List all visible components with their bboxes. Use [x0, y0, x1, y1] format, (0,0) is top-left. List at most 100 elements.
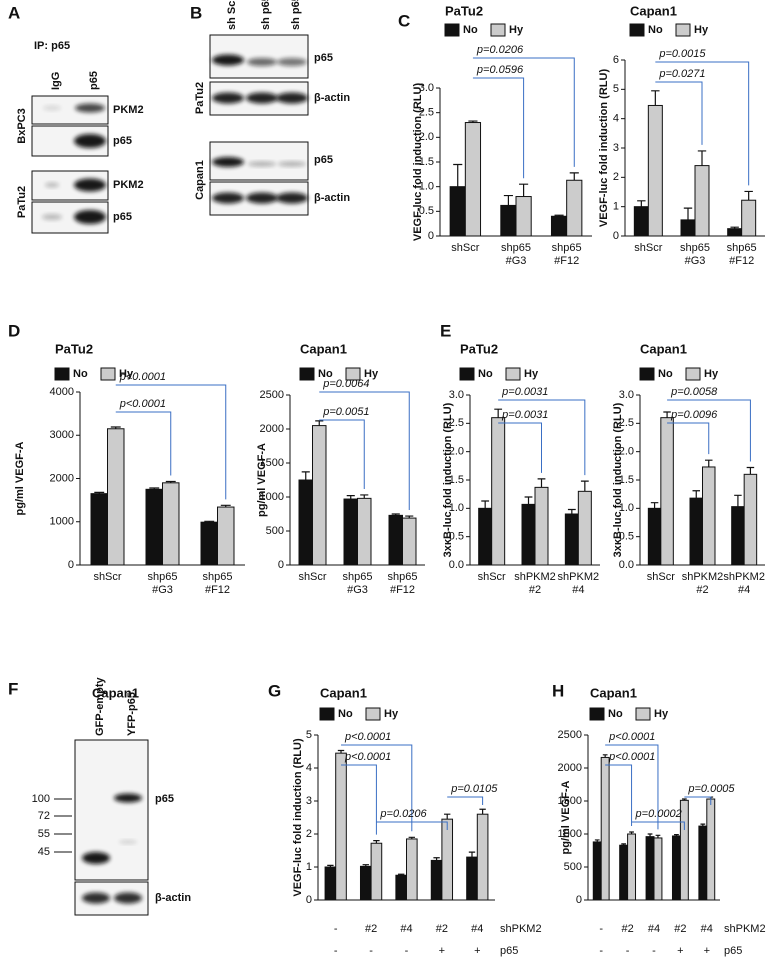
error-bar [373, 840, 380, 844]
panel-letter: H [552, 681, 564, 700]
legend-swatch [685, 367, 701, 381]
bar [619, 844, 629, 901]
panel-letter: E [440, 321, 451, 340]
panel-letter: G [268, 681, 281, 700]
chart-title: PaTu2 [55, 341, 93, 356]
bar [217, 506, 235, 566]
bar [449, 186, 466, 237]
y-axis-label: pg/ml VEGF-A [560, 780, 572, 854]
p-value: p<0.0001 [119, 371, 166, 383]
x-tick-label: - [334, 945, 338, 957]
significance-bracket [667, 399, 751, 462]
bar [743, 473, 758, 566]
x-tick-label: #2 [436, 923, 448, 935]
mw-marker: 55 [38, 828, 50, 840]
bar [343, 498, 358, 566]
x-tick-label: shp65 [501, 242, 531, 254]
bar [647, 104, 663, 237]
legend-swatch [629, 23, 645, 37]
p-value: p=0.0206 [379, 808, 427, 820]
bar [478, 507, 493, 566]
x-tick-label: #G3 [152, 584, 173, 596]
error-bar [453, 163, 463, 187]
error-bar [468, 120, 478, 123]
y-tick-label: 0 [306, 894, 312, 906]
p-value: p<0.0001 [119, 398, 166, 410]
bar [702, 466, 716, 566]
row-label: shPKM2 [500, 923, 542, 935]
legend-label: No [318, 368, 333, 380]
p-value: p=0.0005 [687, 783, 735, 795]
legend-label: No [478, 368, 493, 380]
error-bar [697, 150, 707, 166]
x-tick-label: #F12 [390, 584, 415, 596]
bar [402, 517, 417, 566]
blot-band [278, 161, 306, 167]
x-tick-label: shPKM2 [682, 571, 724, 583]
significance-bracket [655, 61, 750, 186]
legend-swatch [459, 367, 475, 381]
chart-title: Capan1 [320, 685, 367, 700]
error-bar [444, 813, 451, 820]
x-tick-label: shp65 [203, 571, 233, 583]
significance-bracket [655, 81, 703, 145]
bar [564, 513, 579, 566]
legend-swatch [444, 23, 460, 37]
y-tick-label: 2.0 [449, 446, 464, 458]
x-tick-label: shPKM2 [514, 571, 556, 583]
y-tick-label: 2.5 [449, 417, 464, 429]
y-tick-label: 1.0 [419, 181, 434, 193]
p-value: p=0.0051 [322, 406, 369, 418]
p-value: p<0.0001 [608, 731, 655, 743]
error-bar [705, 459, 713, 467]
y-axis-label: VEGF-luc fold induction (RLU) [292, 738, 304, 897]
error-bar [746, 466, 755, 475]
bar [521, 503, 536, 566]
significance-bracket [115, 411, 172, 476]
bar [660, 417, 674, 566]
error-bar [494, 408, 503, 418]
error-bar [204, 520, 215, 523]
legend-swatch [490, 23, 506, 37]
legend-label: No [73, 368, 88, 380]
cell-line: PaTu2 [16, 186, 28, 218]
error-bar [554, 214, 564, 217]
error-bar [734, 494, 742, 507]
row-label: shPKM2 [724, 923, 766, 935]
bar [359, 865, 372, 901]
p-value: p=0.0064 [322, 378, 369, 390]
bar [727, 228, 743, 237]
legend-swatch [365, 707, 381, 721]
p-value: p=0.0031 [501, 386, 548, 398]
error-bar [647, 833, 653, 837]
error-bar [524, 496, 533, 505]
significance-bracket [319, 391, 410, 511]
p-value: p=0.0206 [476, 44, 524, 56]
bar [464, 122, 482, 237]
chart-title: Capan1 [640, 341, 687, 356]
blot-title: IP: p65 [34, 40, 70, 52]
y-tick-label: 1000 [558, 828, 582, 840]
y-tick-label: 5 [613, 83, 619, 95]
y-tick-label: 1500 [558, 795, 582, 807]
bar [741, 199, 757, 237]
band-label: β-actin [314, 92, 350, 104]
y-tick-label: 1.0 [619, 502, 634, 514]
error-bar [391, 513, 400, 516]
bar [466, 856, 478, 901]
error-bar [301, 471, 310, 480]
x-tick-label: - [405, 945, 409, 957]
blot-band [114, 793, 142, 803]
x-tick-label: shScr [634, 242, 662, 254]
y-axis-label: pg/ml VEGF-A [14, 441, 26, 515]
legend-swatch [319, 707, 335, 721]
legend-label: No [338, 708, 353, 720]
legend-label: Hy [364, 368, 379, 380]
x-tick-label: - [599, 945, 603, 957]
error-bar [433, 857, 440, 861]
y-tick-label: 6 [613, 54, 619, 66]
chart-title: Capan1 [300, 341, 347, 356]
cell-line: Capan1 [194, 160, 206, 200]
y-axis-label: 3xκB-luc fold induction (RLU) [442, 402, 454, 557]
p-value: p=0.0271 [658, 68, 705, 80]
